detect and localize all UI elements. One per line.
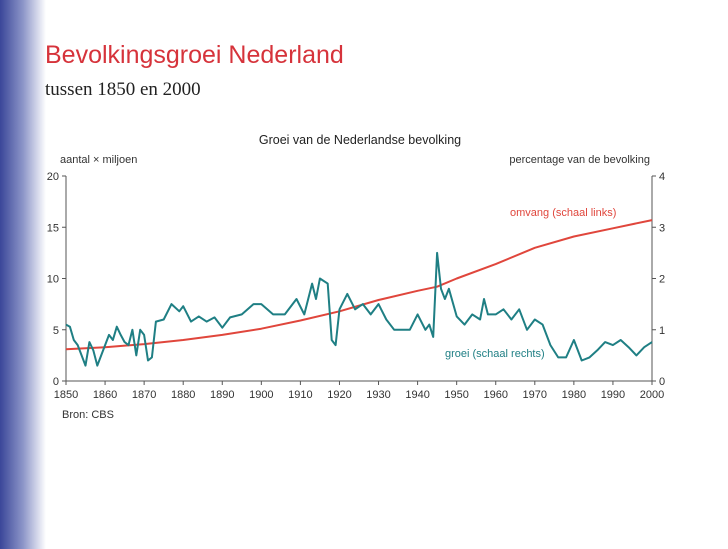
x-tick-label: 1890 (210, 389, 234, 401)
x-tick-label: 1990 (601, 389, 625, 401)
source: Bron: CBS (62, 409, 114, 421)
side-strip (0, 0, 46, 549)
series-line (65, 251, 653, 367)
y-tick-label: 20 (47, 171, 59, 183)
x-tick-label: 1960 (483, 389, 507, 401)
x-tick-label: 1970 (523, 389, 547, 401)
x-tick-label: 1930 (366, 389, 390, 401)
y2-tick-label: 1 (659, 325, 665, 337)
x-tick-label: 1860 (93, 389, 117, 401)
x-tick-label: 1950 (444, 389, 468, 401)
y-tick-label: 5 (53, 325, 59, 337)
y-tick-label: 0 (53, 376, 59, 388)
chart-title: Groei van de Nederlandse bevolking (259, 133, 461, 147)
plot: 0 5 10 15 20 0 1 2 3 4 1850 1860 1870 1880 1890 1900 191… (47, 171, 665, 401)
x-tick-label: 1910 (288, 389, 312, 401)
x-tick-label: 1870 (132, 389, 156, 401)
y2-tick-label: 3 (659, 222, 665, 234)
x-tick-label: 1880 (171, 389, 195, 401)
x-tick-label: 1900 (249, 389, 273, 401)
series-line (65, 219, 653, 351)
y2-tick-label: 0 (659, 376, 665, 388)
y2-tick-label: 4 (659, 171, 665, 183)
slide-subtitle: tussen 1850 en 2000 (45, 79, 201, 100)
x-tick-label: 2000 (640, 389, 664, 401)
x-tick-label: 1980 (562, 389, 586, 401)
y2-axis-label: percentage van de bevolking (509, 154, 650, 166)
y-tick-label: 10 (47, 274, 59, 286)
x-tick-label: 1920 (327, 389, 351, 401)
series-label: omvang (schaal links) (510, 207, 616, 219)
x-tick-label: 1850 (54, 389, 78, 401)
y-axis-label: aantal × miljoen (60, 154, 137, 166)
y-tick-label: 15 (47, 222, 59, 234)
y2-tick-label: 2 (659, 274, 665, 286)
slide-title: Bevolkingsgroei Nederland (45, 41, 344, 69)
series-label: groei (schaal rechts) (445, 348, 545, 360)
x-tick-label: 1940 (405, 389, 429, 401)
